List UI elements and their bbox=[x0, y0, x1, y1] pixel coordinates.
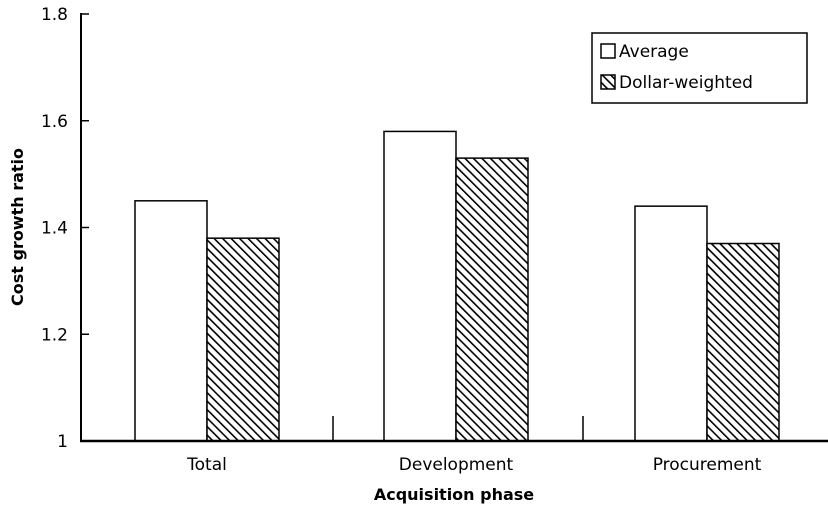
legend-label-average: Average bbox=[619, 42, 689, 62]
bar-average-procurement bbox=[634, 205, 708, 442]
x-ticks-group: Total Development Procurement bbox=[186, 416, 762, 475]
x-tick-label: Development bbox=[399, 455, 514, 475]
y-ticks-group: 1 1.2 1.4 1.6 1.8 bbox=[41, 5, 89, 452]
legend-swatch-average bbox=[600, 43, 616, 59]
y-tick-label: 1.4 bbox=[41, 219, 68, 239]
y-tick-label: 1.8 bbox=[41, 5, 68, 25]
legend: Average Dollar-weighted bbox=[591, 32, 808, 104]
y-tick-label: 1.2 bbox=[41, 325, 68, 345]
bar-average-development bbox=[383, 130, 457, 442]
x-axis-title: Acquisition phase bbox=[374, 485, 534, 504]
bars-group bbox=[134, 130, 780, 442]
x-tick-label: Procurement bbox=[653, 455, 762, 475]
bar-dollar-weighted-procurement bbox=[706, 242, 780, 442]
x-tick-label: Total bbox=[186, 455, 227, 475]
y-axis-title: Cost growth ratio bbox=[8, 148, 27, 306]
y-tick-label: 1 bbox=[57, 432, 68, 452]
bar-dollar-weighted-total bbox=[206, 237, 280, 442]
legend-label-dollar-weighted: Dollar-weighted bbox=[619, 73, 753, 93]
y-tick-label: 1.6 bbox=[41, 112, 68, 132]
bar-average-total bbox=[134, 200, 208, 442]
bar-dollar-weighted-development bbox=[455, 157, 529, 442]
legend-box bbox=[591, 32, 808, 104]
legend-swatch-dollar-weighted bbox=[600, 74, 616, 90]
